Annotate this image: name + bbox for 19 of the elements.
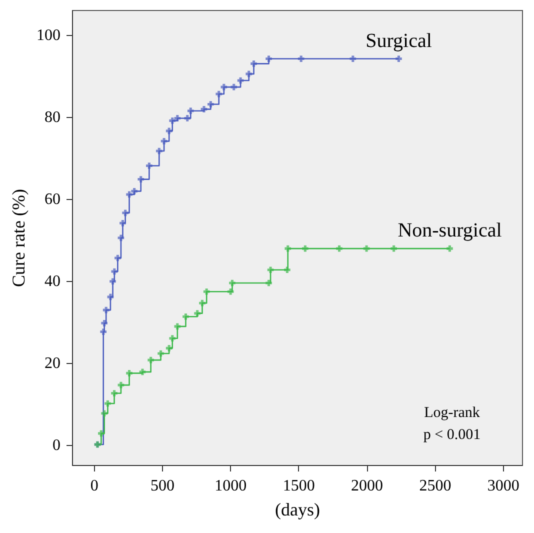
x-tick-label: 3000: [487, 478, 520, 494]
series-label: Surgical: [366, 30, 432, 52]
annotation: Log-rank: [424, 405, 480, 421]
series-label: Non-surgical: [398, 220, 502, 242]
x-tick-label: 1500: [282, 478, 315, 494]
x-axis-title: (days): [275, 500, 320, 520]
y-tick-label: 40: [44, 273, 60, 290]
y-axis-title: Cure rate (%): [8, 189, 28, 287]
y-tick-label: 60: [44, 191, 60, 208]
x-tick-label: 2500: [419, 478, 452, 494]
x-tick-label: 1000: [214, 478, 247, 494]
y-tick-label: 80: [44, 109, 60, 126]
x-tick-label: 0: [90, 478, 98, 494]
y-tick-label: 0: [52, 437, 60, 454]
x-tick-label: 500: [150, 478, 174, 494]
annotation: p < 0.001: [423, 427, 481, 443]
y-tick-label: 20: [44, 355, 60, 372]
x-tick-label: 2000: [351, 478, 384, 494]
y-tick-label: 100: [36, 27, 60, 44]
